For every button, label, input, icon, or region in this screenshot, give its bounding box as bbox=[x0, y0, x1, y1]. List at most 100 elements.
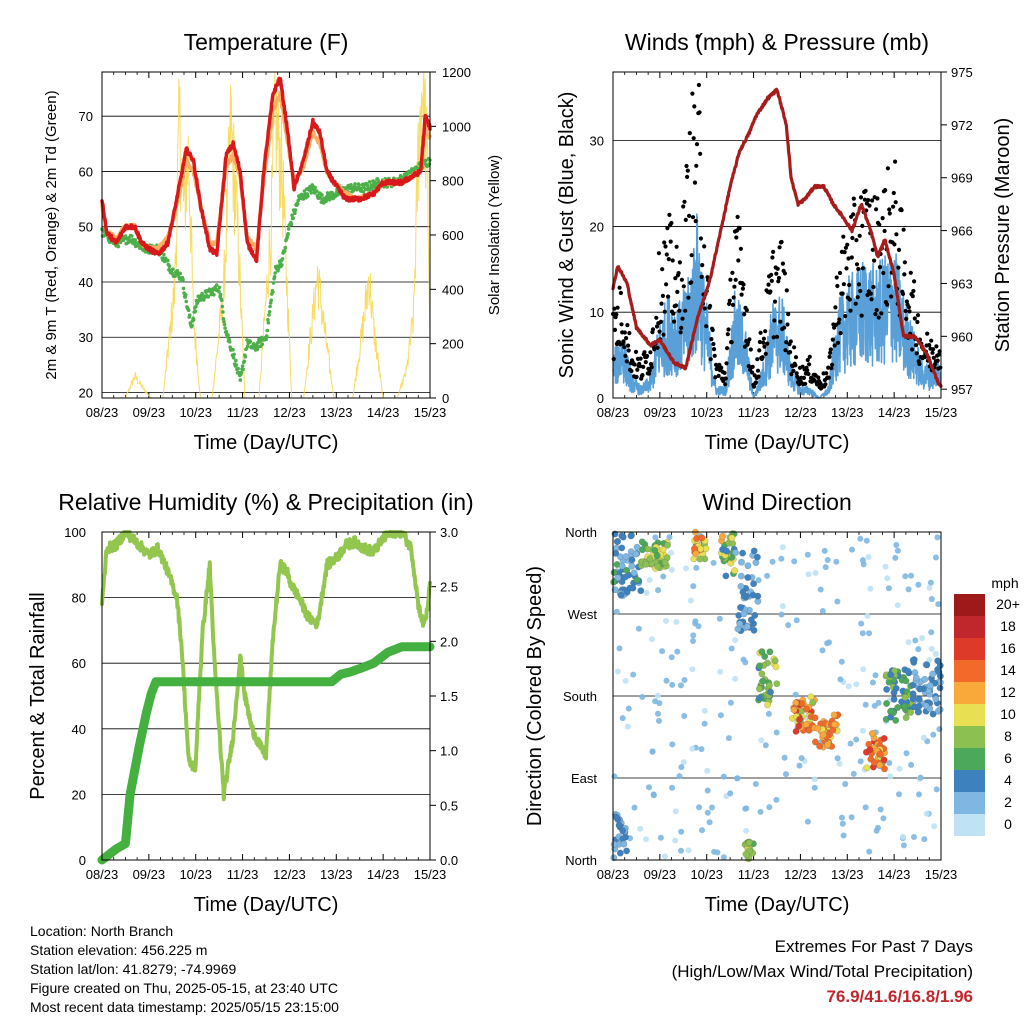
dewpoint-point bbox=[260, 342, 265, 347]
colorbar-swatch bbox=[954, 638, 985, 660]
gust-point bbox=[699, 274, 704, 279]
gust-point bbox=[791, 368, 796, 373]
direction-point bbox=[796, 762, 803, 769]
y-axis-label: Sonic Wind & Gust (Blue, Black) bbox=[556, 92, 578, 379]
direction-point bbox=[767, 688, 774, 696]
dewpoint-point bbox=[193, 309, 198, 314]
gust-point bbox=[882, 228, 887, 234]
direction-point bbox=[912, 674, 920, 682]
y2-tick-label: 2.5 bbox=[440, 580, 458, 595]
dewpoint-point bbox=[222, 322, 227, 327]
gust-point bbox=[873, 312, 878, 317]
direction-point bbox=[778, 555, 785, 562]
direction-point bbox=[811, 784, 818, 791]
gust-point bbox=[730, 270, 735, 275]
direction-point bbox=[805, 726, 813, 734]
direction-point bbox=[926, 584, 933, 591]
y-tick-label: 50 bbox=[79, 220, 93, 235]
gust-point bbox=[747, 337, 752, 342]
colorbar-swatch bbox=[954, 660, 985, 682]
x-axis-label: Time (Day/UTC) bbox=[705, 894, 850, 916]
gust-point bbox=[692, 180, 698, 185]
gust-point bbox=[912, 316, 917, 321]
y2-tick-label: 600 bbox=[442, 228, 464, 243]
y2-tick-label: 1000 bbox=[442, 119, 471, 134]
direction-point bbox=[661, 559, 669, 566]
dewpoint-point bbox=[202, 298, 206, 302]
x-tick-label: 11/23 bbox=[227, 405, 259, 420]
gust-point bbox=[612, 327, 618, 332]
panel-title: Relative Humidity (%) & Precipitation (i… bbox=[58, 489, 473, 515]
direction-point bbox=[929, 670, 937, 678]
gust-point bbox=[694, 163, 699, 168]
dewpoint-point bbox=[424, 158, 428, 163]
direction-point bbox=[809, 699, 817, 706]
direction-point bbox=[772, 663, 780, 671]
dewpoint-point bbox=[226, 333, 230, 337]
gust-point bbox=[793, 363, 798, 368]
direction-point bbox=[747, 616, 755, 624]
direction-point bbox=[719, 533, 726, 540]
dewpoint-point bbox=[293, 211, 297, 216]
dewpoint-point bbox=[264, 337, 269, 342]
gust-point bbox=[852, 202, 857, 207]
direction-point bbox=[744, 574, 752, 581]
dewpoint-point bbox=[309, 191, 314, 195]
gust-point bbox=[788, 350, 793, 355]
gust-point bbox=[845, 242, 850, 247]
y2-tick-label: 3.0 bbox=[440, 525, 458, 540]
direction-point bbox=[819, 608, 826, 614]
direction-point bbox=[624, 723, 631, 730]
colorbar-label: 16 bbox=[1000, 640, 1016, 656]
direction-point bbox=[622, 553, 630, 560]
gust-point bbox=[886, 284, 891, 289]
direction-point bbox=[611, 773, 618, 780]
direction-point bbox=[868, 730, 876, 737]
gust-point bbox=[801, 375, 807, 380]
direction-point bbox=[936, 706, 944, 713]
panel-title: Winds (mph) & Pressure (mb) bbox=[625, 29, 929, 55]
gust-point bbox=[853, 301, 858, 306]
colorbar-swatch bbox=[954, 704, 985, 726]
direction-point bbox=[838, 658, 845, 665]
direction-point bbox=[690, 583, 697, 590]
direction-point bbox=[876, 761, 884, 769]
gust-point bbox=[681, 284, 686, 289]
gust-point bbox=[763, 329, 768, 334]
gust-point bbox=[619, 322, 624, 327]
gust-point bbox=[782, 325, 787, 330]
direction-point bbox=[773, 680, 781, 688]
direction-point bbox=[683, 565, 689, 572]
dewpoint-point bbox=[272, 274, 277, 279]
direction-point bbox=[668, 566, 675, 573]
direction-point bbox=[750, 580, 757, 588]
x-tick-label: 15/23 bbox=[414, 405, 447, 420]
direction-point bbox=[929, 710, 937, 718]
direction-point bbox=[701, 720, 708, 727]
direction-point bbox=[848, 814, 855, 821]
gust-point bbox=[772, 318, 777, 323]
gust-point bbox=[635, 367, 640, 372]
dewpoint-point bbox=[234, 363, 239, 367]
direction-point bbox=[847, 740, 854, 747]
direction-point bbox=[901, 702, 909, 710]
gust-point bbox=[914, 343, 919, 348]
direction-point bbox=[669, 784, 676, 791]
gust-point bbox=[911, 288, 916, 294]
direction-point bbox=[779, 544, 786, 551]
gust-point bbox=[624, 336, 629, 341]
direction-point bbox=[637, 587, 645, 595]
direction-point bbox=[661, 853, 668, 860]
gust-point bbox=[826, 375, 831, 380]
direction-point bbox=[720, 854, 727, 861]
y2-tick-label: 1200 bbox=[442, 65, 471, 80]
gust-point bbox=[877, 265, 883, 270]
direction-point bbox=[908, 572, 915, 579]
direction-point bbox=[836, 760, 843, 767]
gust-point bbox=[863, 188, 868, 193]
gust-point bbox=[826, 365, 831, 370]
dewpoint-point bbox=[239, 370, 244, 375]
dewpoint-point bbox=[184, 299, 189, 304]
dewpoint-point bbox=[313, 185, 317, 190]
direction-point bbox=[891, 667, 898, 675]
